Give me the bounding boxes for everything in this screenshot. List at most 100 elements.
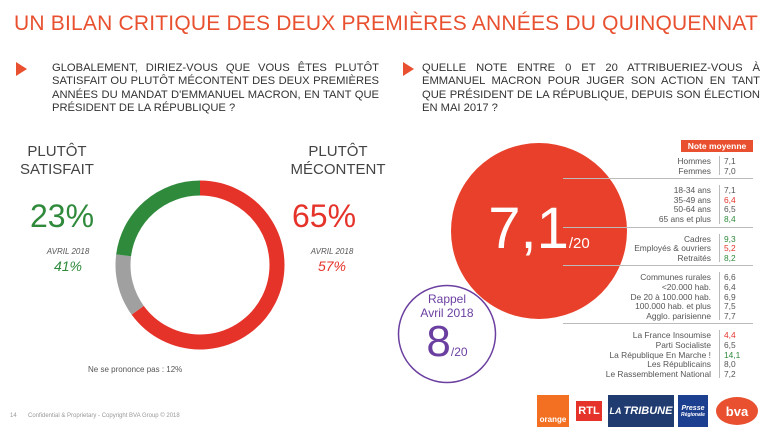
left-question-arrow-icon — [16, 62, 27, 76]
footer-text: Confidential & Proprietary - Copyright B… — [28, 413, 180, 419]
table-row: 50-64 ans 6,5 — [563, 204, 753, 214]
table-row-label: De 20 à 100.000 hab. — [630, 291, 711, 302]
table-row-value: 6,6 — [724, 272, 736, 283]
table-row-value: 4,4 — [724, 330, 736, 341]
table-separator — [563, 323, 753, 325]
table-row-value: 9,3 — [724, 233, 736, 244]
score-table: Hommes 7,1 Femmes 7,0 18-34 ans 7,1 35-49 ans 6… — [563, 154, 753, 384]
table-row: Employés & ouvriers 5,2 — [563, 243, 753, 253]
mecontent-label: PLUTÔT MÉCONTENT — [288, 143, 388, 179]
latribune-logo: LA TRIBUNE — [608, 395, 674, 427]
page-number: 14 — [10, 413, 17, 419]
table-row-label: <20.000 hab. — [661, 282, 711, 292]
table-row-label: 100.000 hab. et plus — [635, 301, 711, 312]
table-row-label: 35-49 ans — [673, 194, 711, 205]
table-row-label: La République En Marche ! — [609, 349, 712, 360]
table-row: <20.000 hab. 6,4 — [563, 282, 753, 292]
table-row-value: 7,1 — [724, 185, 736, 196]
table-row: Cadres 9,3 — [563, 234, 753, 244]
table-separator — [563, 265, 753, 267]
page-title: UN BILAN CRITIQUE DES DEUX PREMIÈRES ANN… — [14, 12, 758, 35]
table-row-label: Cadres — [684, 233, 711, 244]
rappel-value: 8 — [426, 317, 451, 366]
table-divider — [719, 156, 720, 176]
mecontent-label-line2: MÉCONTENT — [290, 161, 386, 178]
table-divider — [719, 233, 720, 263]
table-row: La France Insoumise 4,4 — [563, 330, 753, 340]
right-question: QUELLE NOTE ENTRE 0 ET 20 ATTRIBUERIEZ-V… — [422, 62, 760, 115]
nsp-text: Ne se prononce pas : 12% — [88, 365, 183, 374]
rappel-line1: Rappel — [427, 292, 467, 306]
mecontent-pct: 65% — [292, 198, 357, 234]
satisfait-label-line2: SATISFAIT — [20, 161, 94, 178]
bva-logo: bva — [713, 395, 761, 427]
rappel-circle-shape — [397, 284, 497, 384]
table-row-value: 7,1 — [724, 156, 736, 166]
table-row: Le Rassemblement National 7,2 — [563, 369, 753, 379]
table-row: Parti Socialiste 6,5 — [563, 340, 753, 350]
rtl-logo-text: RTL — [576, 401, 602, 421]
table-row-label: Employés & ouvriers — [634, 243, 711, 254]
note-circle — [451, 143, 627, 319]
table-separator — [563, 178, 753, 180]
rappel-suffix: /20 — [450, 345, 468, 359]
table-row: Retraités 8,2 — [563, 253, 753, 263]
mecontent-prev-value: 57% — [317, 258, 347, 274]
satisfait-pct: 23% — [30, 198, 95, 234]
table-row-value: 6,4 — [724, 194, 736, 205]
satisfait-label: PLUTÔT SATISFAIT — [12, 143, 102, 179]
table-row-label: Femmes — [678, 165, 711, 176]
presse-logo-text2: Régionale — [681, 411, 705, 418]
table-row: 35-49 ans 6,4 — [563, 195, 753, 205]
table-separator — [563, 226, 753, 228]
rappel-text: Rappel Avril 2018 8/20 — [397, 292, 497, 374]
table-row-value: 7,2 — [724, 368, 736, 379]
table-row-label: 18-34 ans — [673, 185, 711, 196]
left-question: GLOBALEMENT, DIRIEZ-VOUS QUE VOUS ÊTES P… — [52, 62, 379, 115]
table-row-value: 8,2 — [724, 252, 736, 263]
table-row: Les Républicains 8,0 — [563, 359, 753, 369]
table-row-value: 6,5 — [724, 204, 736, 215]
bva-logo-mark — [716, 397, 758, 425]
table-row-value: 7,5 — [724, 301, 736, 312]
presse-logo-text1: Presse — [681, 404, 705, 412]
table-divider — [719, 272, 720, 321]
table-row-value: 6,9 — [724, 291, 736, 302]
mecontent-prev-label: AVRIL 2018 — [310, 247, 354, 256]
rappel-line2: Avril 2018 — [420, 306, 474, 320]
table-header: Note moyenne — [681, 140, 753, 152]
table-row-value: 6,4 — [724, 282, 736, 292]
table-row-label: Les Républicains — [647, 359, 711, 370]
table-row-value: 6,5 — [724, 340, 736, 350]
table-row-value: 8,0 — [724, 359, 736, 370]
table-row: Agglo. parisienne 7,7 — [563, 311, 753, 321]
satisfait-prev-label: AVRIL 2018 — [46, 247, 90, 256]
table-divider — [719, 185, 720, 224]
table-row-label: Hommes — [677, 156, 711, 166]
table-row-label: Parti Socialiste — [655, 340, 711, 350]
table-row-label: La France Insoumise — [632, 330, 711, 341]
table-row-value: 7,0 — [724, 165, 736, 176]
table-row-label: 50-64 ans — [673, 204, 711, 215]
table-row: Communes rurales 6,6 — [563, 272, 753, 282]
table-row-value: 14,1 — [724, 349, 741, 360]
rappel-value-wrap: 8/20 — [397, 320, 497, 374]
table-row: 100.000 hab. et plus 7,5 — [563, 301, 753, 311]
table-row: De 20 à 100.000 hab. 6,9 — [563, 292, 753, 302]
table-row-label: Retraités — [677, 252, 711, 263]
donut-slice-satisfait — [116, 180, 201, 257]
table-row-label: Communes rurales — [640, 272, 711, 283]
table-row: La République En Marche ! 14,1 — [563, 350, 753, 360]
table-row-label: Le Rassemblement National — [605, 368, 711, 379]
table-row-label: 65 ans et plus — [658, 214, 711, 224]
latribune-logo-text1: LA — [609, 406, 622, 416]
table-divider — [719, 330, 720, 379]
table-row-value: 7,7 — [724, 310, 736, 321]
rappel-circle — [397, 284, 497, 384]
right-question-arrow-icon — [403, 62, 414, 76]
table-row: 18-34 ans 7,1 — [563, 185, 753, 195]
table-row-value: 5,2 — [724, 243, 736, 254]
bva-logo-text: bva — [725, 403, 749, 419]
note-suffix: /20 — [568, 235, 590, 252]
satisfait-label-line1: PLUTÔT — [27, 143, 87, 160]
